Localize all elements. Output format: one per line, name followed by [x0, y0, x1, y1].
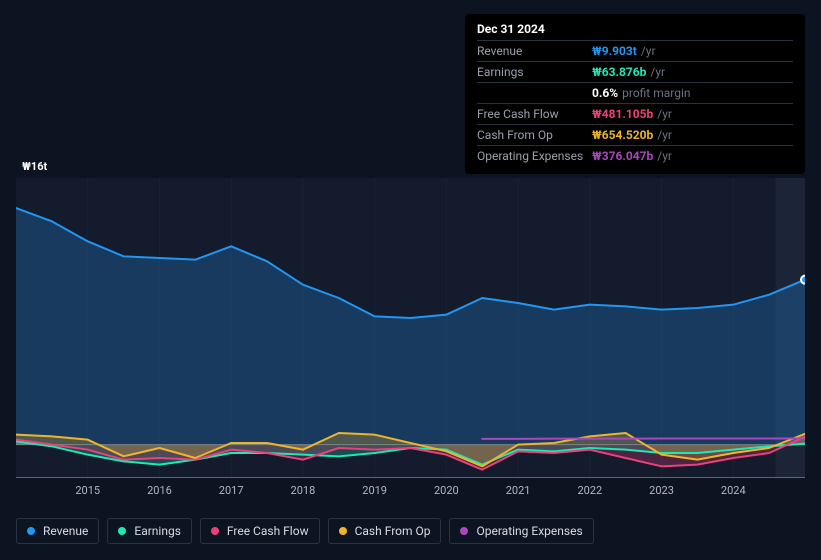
tooltip-label: Free Cash Flow	[477, 107, 592, 121]
tooltip-date: Dec 31 2024	[477, 22, 793, 40]
legend-label: Operating Expenses	[476, 524, 582, 538]
tooltip-value: ₩481.105b	[592, 107, 653, 121]
tooltip-value: ₩9.903t	[592, 44, 637, 58]
x-tick-label: 2017	[219, 484, 244, 497]
tooltip-value: 0.6%	[592, 86, 618, 100]
legend-swatch	[118, 527, 126, 535]
tooltip-unit: /yr	[650, 65, 665, 79]
tooltip-row: Revenue₩9.903t/yr	[477, 40, 793, 61]
x-tick-label: 2021	[506, 484, 531, 497]
tooltip-row: Free Cash Flow₩481.105b/yr	[477, 103, 793, 124]
tooltip-unit: /yr	[657, 107, 672, 121]
tooltip-unit: /yr	[641, 44, 656, 58]
financials-chart[interactable]	[16, 158, 805, 498]
tooltip-value: ₩654.520b	[592, 128, 653, 142]
legend-swatch	[27, 527, 35, 535]
tooltip-row: Operating Expenses₩376.047b/yr	[477, 145, 793, 166]
chart-tooltip: Dec 31 2024 Revenue₩9.903t/yrEarnings₩63…	[465, 14, 805, 174]
tooltip-value: ₩63.876b	[592, 65, 646, 79]
legend-item-cash-from-op[interactable]: Cash From Op	[328, 518, 442, 544]
x-tick-label: 2019	[362, 484, 387, 497]
tooltip-label: Cash From Op	[477, 128, 592, 142]
legend-label: Revenue	[43, 524, 88, 538]
tooltip-row: Cash From Op₩654.520b/yr	[477, 124, 793, 145]
x-axis-labels: 2015 2016 2017 2018 2019 2020 2021 2022 2023 2024	[16, 484, 805, 500]
tooltip-unit: profit margin	[622, 86, 690, 100]
legend-label: Cash From Op	[355, 524, 431, 538]
tooltip-rows: Revenue₩9.903t/yrEarnings₩63.876b/yr0.6%…	[477, 40, 793, 166]
tooltip-row: Earnings₩63.876b/yr	[477, 61, 793, 82]
tooltip-value: ₩376.047b	[592, 149, 653, 163]
legend-item-revenue[interactable]: Revenue	[16, 518, 99, 544]
x-tick-label: 2016	[147, 484, 172, 497]
tooltip-unit: /yr	[657, 128, 672, 142]
tooltip-label: Operating Expenses	[477, 149, 592, 163]
legend-label: Earnings	[134, 524, 181, 538]
legend-item-earnings[interactable]: Earnings	[107, 518, 192, 544]
tooltip-unit: /yr	[657, 149, 672, 163]
x-tick-label: 2022	[577, 484, 602, 497]
chart-svg	[16, 158, 805, 478]
tooltip-label: Revenue	[477, 44, 592, 58]
legend-swatch	[460, 527, 468, 535]
x-tick-label: 2020	[434, 484, 459, 497]
tooltip-label: Earnings	[477, 65, 592, 79]
x-tick-label: 2018	[291, 484, 316, 497]
legend-item-operating-expenses[interactable]: Operating Expenses	[449, 518, 593, 544]
tooltip-row: 0.6% profit margin	[477, 82, 793, 103]
x-tick-label: 2023	[649, 484, 674, 497]
x-tick-label: 2015	[75, 484, 100, 497]
legend-swatch	[211, 527, 219, 535]
legend-swatch	[339, 527, 347, 535]
legend-item-free-cash-flow[interactable]: Free Cash Flow	[200, 518, 320, 544]
x-tick-label: 2024	[721, 484, 746, 497]
chart-legend: Revenue Earnings Free Cash Flow Cash From O…	[16, 518, 594, 544]
legend-label: Free Cash Flow	[227, 524, 309, 538]
